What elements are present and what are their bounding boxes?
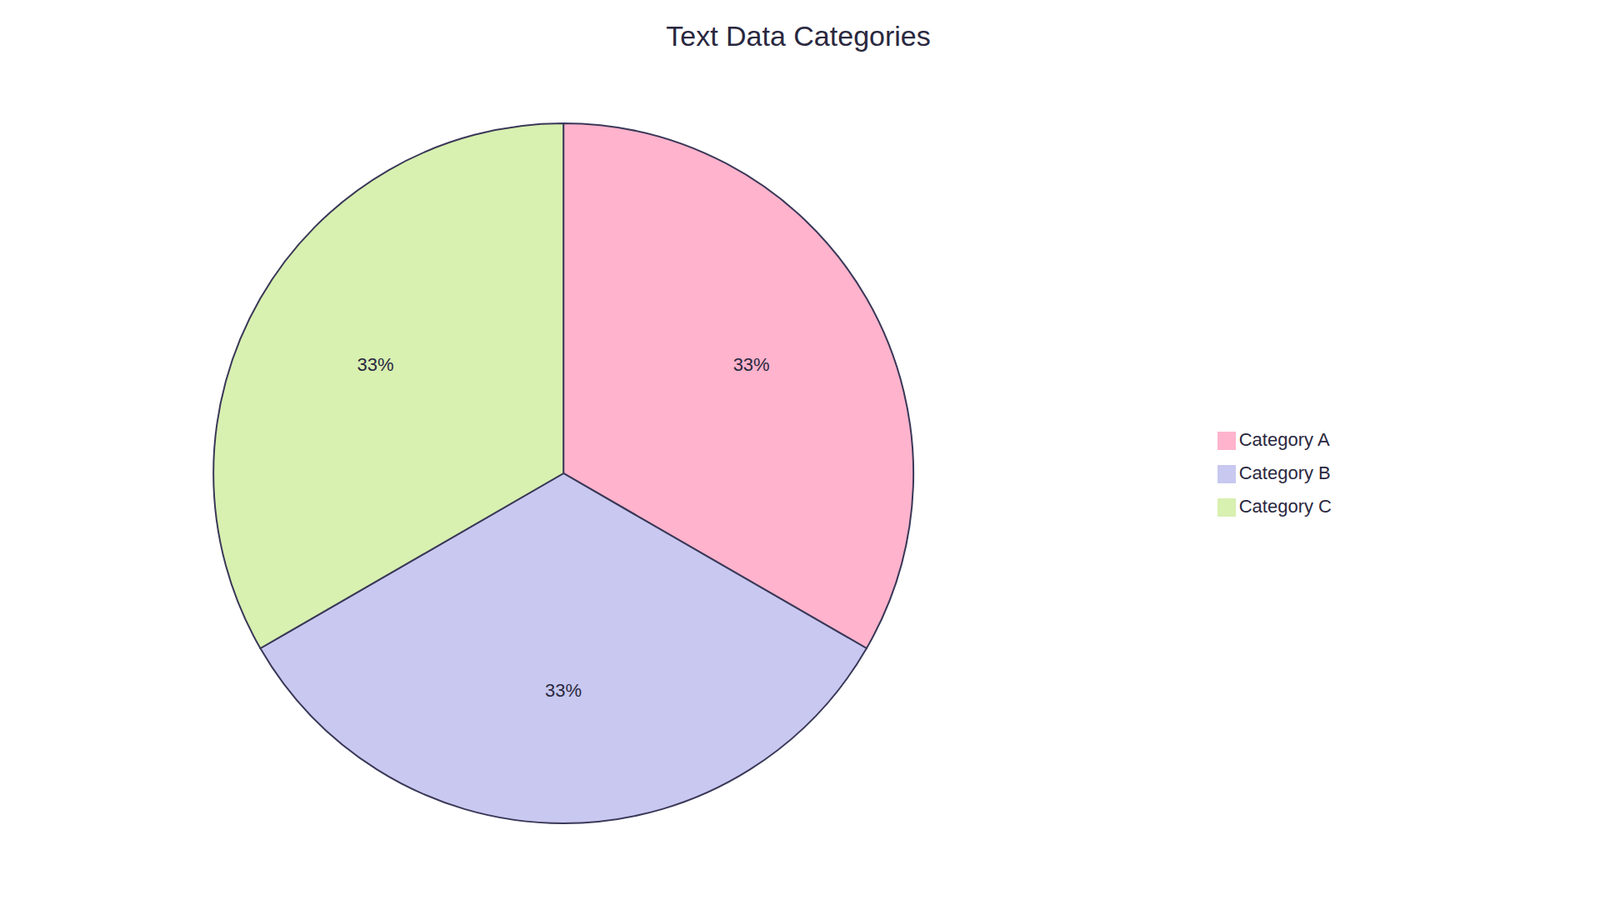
svg-text:33%: 33% <box>733 354 770 375</box>
svg-text:33%: 33% <box>545 680 582 701</box>
svg-text:33%: 33% <box>357 354 395 375</box>
html-text:Category B: Category B <box>1238 462 1331 484</box>
html-text:Category C: Category C <box>1238 495 1332 517</box>
html-text:Text Data Categories: Text Data Categories <box>666 20 931 52</box>
html-text:Category A: Category A <box>1238 429 1330 450</box>
